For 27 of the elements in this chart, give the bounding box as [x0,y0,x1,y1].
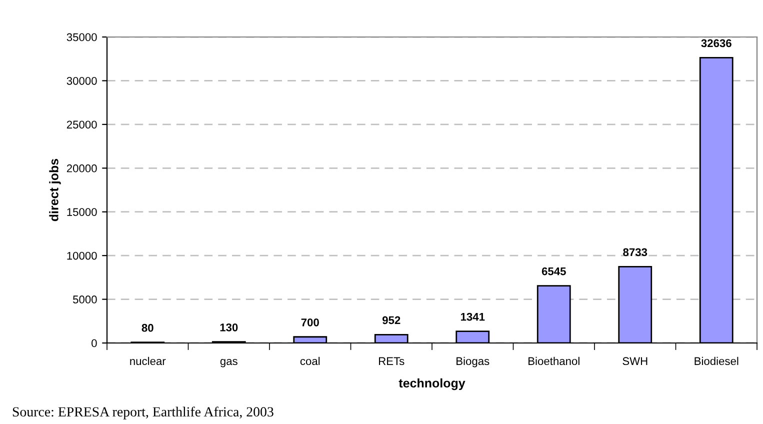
y-tick-label: 15000 [67,208,97,216]
x-tick-label: SWH [622,357,648,366]
y-tick-label: 25000 [66,120,97,129]
y-tick-label: 5000 [73,296,97,304]
x-tick-label: Biodiesel [694,356,738,366]
data-label: 952 [382,316,400,324]
x-tick-label: gas [220,358,238,368]
data-label: 130 [220,323,238,332]
x-axis-title: technology [398,378,466,390]
data-label: 8733 [623,248,648,256]
y-tick-label: 10000 [67,252,97,260]
y-tick-label: 35000 [66,33,97,42]
data-label: 80 [142,324,154,332]
x-tick-label: Biogas [456,356,490,368]
y-tick-label: 0 [92,339,97,348]
data-label: 1341 [460,312,485,321]
source-note: Source: EPRESA report, Earthlife Africa, 2003 [12,406,274,420]
data-label: 6545 [542,267,566,276]
x-tick-label: coal [300,356,320,366]
x-tick-label: nuclear [130,356,166,366]
x-tick-label: Bioethanol [528,356,580,366]
y-axis-title: direct jobs [49,158,61,222]
data-label: 700 [301,318,319,326]
y-tick-label: 20000 [66,164,97,172]
data-label: 32636 [701,39,732,48]
x-tick-label: RETs [379,357,404,366]
y-tick-label: 30000 [66,76,97,85]
